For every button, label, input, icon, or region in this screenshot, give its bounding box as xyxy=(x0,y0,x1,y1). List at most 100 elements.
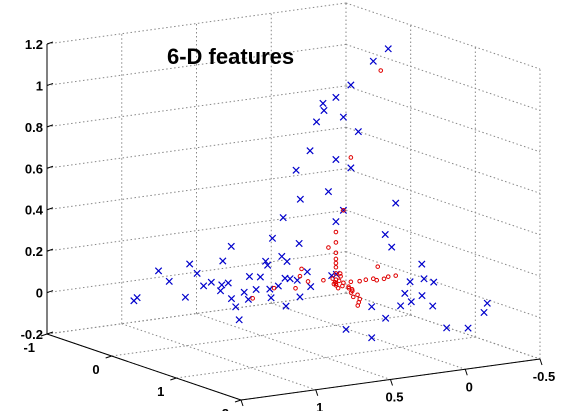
data-point-x xyxy=(381,230,389,239)
x-tick-label: 1 xyxy=(157,384,164,399)
data-point-o xyxy=(333,240,339,245)
y-tick-labels: 1.510.50-0.5 xyxy=(236,369,555,411)
data-point-o xyxy=(333,229,339,235)
data-point-x xyxy=(339,206,348,214)
grid-line-z-back xyxy=(345,85,541,153)
z-tick-mark xyxy=(46,290,54,294)
x-tick-mark xyxy=(105,355,112,359)
data-point-o xyxy=(331,281,337,287)
data-point-o xyxy=(337,271,343,276)
grid-line-y-floor xyxy=(271,302,466,370)
data-point-o xyxy=(341,207,346,213)
data-point-x xyxy=(332,93,340,102)
data-point-o xyxy=(335,285,341,291)
data-point-x xyxy=(193,269,201,277)
data-point-x xyxy=(278,252,286,261)
y-tick-label: 0.5 xyxy=(385,390,403,405)
data-point-x xyxy=(154,267,163,275)
x-tick-mark xyxy=(40,333,48,337)
data-point-x xyxy=(232,303,240,311)
z-tick-mark xyxy=(46,82,54,86)
data-point-x xyxy=(307,283,315,291)
data-point-o xyxy=(375,264,381,269)
data-point-x xyxy=(418,260,426,268)
data-point-x xyxy=(186,260,194,268)
data-point-x xyxy=(296,293,304,301)
data-point-o xyxy=(333,250,339,256)
data-point-o xyxy=(348,279,354,285)
y-tick-label: 1 xyxy=(316,400,323,411)
data-point-x xyxy=(224,279,232,287)
data-point-o xyxy=(351,294,356,300)
data-point-o xyxy=(330,276,335,281)
data-point-x xyxy=(199,282,208,290)
data-point-x xyxy=(279,214,287,222)
data-point-x xyxy=(332,155,340,164)
y-tick-label: -0.5 xyxy=(533,369,555,384)
data-point-x xyxy=(347,81,355,89)
grid-line-y-floor xyxy=(121,323,316,391)
data-point-x xyxy=(342,325,350,334)
axes xyxy=(40,41,543,407)
data-point-x xyxy=(347,164,355,172)
z-tick-label: 0.2 xyxy=(25,244,43,259)
data-point-x xyxy=(296,195,304,203)
x-tick-mark xyxy=(234,399,242,403)
data-point-x xyxy=(218,281,226,289)
y-tick-mark xyxy=(539,358,543,366)
data-point-x xyxy=(339,113,348,121)
z-tick-labels: -0.2 0 0.2 0.4 0.6 0.8 1 1.2 xyxy=(21,37,44,342)
data-point-o xyxy=(348,155,354,160)
z-tick-label: 1.2 xyxy=(25,37,43,52)
data-point-x xyxy=(392,199,400,207)
data-point-x xyxy=(368,334,376,342)
z-tick-label: 0 xyxy=(36,286,43,301)
grid-line-z-back xyxy=(345,43,541,111)
y-tick-mark xyxy=(464,369,468,376)
data-point-o xyxy=(357,278,362,284)
data-point-o xyxy=(305,279,311,284)
data-point-x xyxy=(429,302,437,310)
data-point-x xyxy=(407,298,415,306)
y-tick-label: 0 xyxy=(466,379,473,394)
data-point-x xyxy=(319,99,327,107)
data-point-x xyxy=(133,294,141,302)
data-point-x xyxy=(382,314,390,322)
data-point-x xyxy=(368,303,376,311)
y-tick-mark xyxy=(240,399,244,407)
data-point-x xyxy=(227,242,235,251)
z-tick-mark xyxy=(46,41,54,45)
data-points xyxy=(130,45,491,342)
data-point-x xyxy=(430,278,438,286)
data-point-o xyxy=(299,266,304,272)
data-point-o xyxy=(250,296,255,301)
data-point-o xyxy=(297,273,303,279)
data-point-o xyxy=(385,274,391,279)
chart-title: 6-D features xyxy=(167,44,294,69)
z-tick-label: 0.6 xyxy=(25,161,43,176)
data-point-x xyxy=(483,299,491,307)
data-point-x xyxy=(267,294,275,302)
data-point-x xyxy=(443,324,451,332)
data-point-x xyxy=(227,294,236,303)
data-point-x xyxy=(464,324,472,332)
data-point-o xyxy=(321,277,326,283)
x-tick-label: -1 xyxy=(23,340,35,355)
data-point-x xyxy=(396,302,405,310)
data-point-o xyxy=(326,245,331,250)
data-point-o xyxy=(338,274,343,279)
x-tick-mark xyxy=(170,377,177,381)
data-point-x xyxy=(235,316,243,324)
data-point-o xyxy=(271,285,277,291)
data-point-o xyxy=(381,276,387,282)
data-point-x xyxy=(252,285,260,294)
y-tick-mark xyxy=(390,379,393,386)
z-tick-label: 0.4 xyxy=(25,203,44,218)
data-point-x xyxy=(420,275,428,283)
z-tick-mark xyxy=(46,331,54,335)
x-tick-label: 2 xyxy=(222,406,229,411)
data-point-x xyxy=(268,234,277,242)
data-point-x xyxy=(388,243,396,251)
z-tick-mark xyxy=(46,248,54,252)
